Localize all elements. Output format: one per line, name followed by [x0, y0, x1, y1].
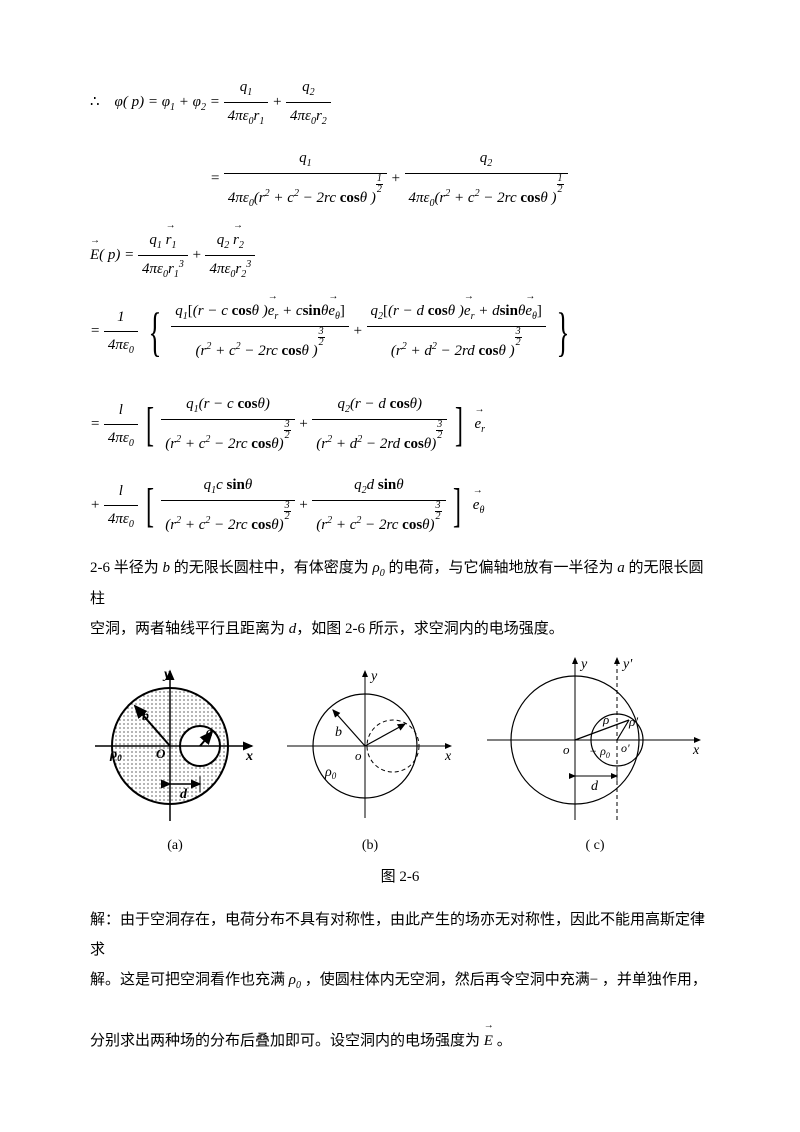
figure-c: y y' x o o' ρ ρ' − ρ0 d ( c)	[480, 654, 710, 858]
figure-b: y x b o ρ0 (b)	[280, 664, 460, 858]
svg-text:ρ0: ρ0	[324, 765, 337, 781]
eq-E-line1: E( p) = q1 r1 4πε0r13 + q2 r2 4πε0r23	[90, 227, 710, 284]
svg-text:y: y	[579, 657, 588, 672]
frac-term1: q1[(r − c cosθ )er + csinθeθ] (r2 + c2 −…	[171, 298, 349, 365]
figure-c-svg: y y' x o o' ρ ρ' − ρ0 d	[480, 654, 710, 829]
svg-text:x: x	[444, 749, 452, 764]
svg-text:a: a	[206, 724, 213, 739]
figure-b-svg: y x b o ρ0	[280, 664, 460, 829]
frac-line2-2: q2 4πε0(r2 + c2 − 2rc cosθ )12	[405, 145, 568, 213]
eq-phi-line1: ∴ φ( p) = φ1 + φ2 = q1 4πε0r1 + q2 4πε0r…	[90, 74, 710, 131]
svg-text:O: O	[156, 746, 166, 761]
frac-line2-1: q1 4πε0(r2 + c2 − 2rc cosθ )12	[224, 145, 387, 213]
svg-text:o: o	[563, 742, 570, 757]
figure-caption: 图 2-6	[90, 864, 710, 891]
svg-text:o: o	[355, 748, 362, 763]
solution-text: 解：由于空洞存在，电荷分布不具有对称性，由此产生的场亦无对称性，因此不能用高斯定…	[90, 905, 710, 1056]
frac-term2: q2[(r − d cosθ )er + dsinθeθ] (r2 + d2 −…	[367, 298, 546, 365]
svg-text:b: b	[335, 725, 342, 740]
figure-a-caption: (a)	[90, 833, 260, 858]
frac-q2-r2: q2 4πε0r2	[286, 74, 331, 131]
svg-text:b: b	[142, 709, 149, 724]
svg-text:y: y	[369, 669, 378, 684]
eq-E-line3: = l 4πε0 [ q1(r − c cosθ) (r2 + c2 − 2rc…	[90, 391, 710, 458]
brace-left: {	[148, 305, 161, 359]
svg-text:ρ': ρ'	[628, 714, 638, 729]
frac-q1r1-cubed: q1 r1 4πε0r13	[138, 227, 188, 284]
frac-eth-1: q1c sinθ (r2 + c2 − 2rc cosθ)32	[161, 472, 294, 539]
E-vec: E	[90, 242, 99, 269]
frac-q1-r1: q1 4πε0r1	[224, 74, 269, 131]
figure-c-caption: ( c)	[480, 833, 710, 858]
frac-er-1: q1(r − c cosθ) (r2 + c2 − 2rc cosθ)32	[161, 391, 294, 458]
svg-text:− ρ0: − ρ0	[589, 744, 610, 760]
problem-2-6: 2-6 半径为 b 的无限长圆柱中，有体密度为 ρ0 的电荷，与它偏轴地放有一半…	[90, 553, 710, 644]
brace-right: }	[556, 305, 569, 359]
eq-phi-line2: = q1 4πε0(r2 + c2 − 2rc cosθ )12 + q2 4π…	[90, 145, 710, 213]
phi-p: φ( p) = φ1 + φ2 =	[115, 94, 224, 110]
frac-1-4pe: 1 4πε0	[104, 304, 138, 360]
svg-text:y': y'	[621, 657, 633, 672]
problem-label: 2-6	[90, 560, 110, 576]
solution-line1: 解：由于空洞存在，电荷分布不具有对称性，由此产生的场亦无对称性，因此不能用高斯定…	[90, 912, 705, 958]
frac-er-2: q2(r − d cosθ) (r2 + d2 − 2rd cosθ)32	[312, 391, 447, 458]
svg-text:ρ: ρ	[602, 712, 609, 727]
figure-b-caption: (b)	[280, 833, 460, 858]
figure-row: y x b a d ρ0 O (a) y x b	[90, 654, 710, 858]
figure-a-svg: y x b a d ρ0 O	[90, 664, 260, 829]
svg-text:d: d	[180, 787, 188, 802]
svg-text:x: x	[245, 749, 253, 764]
svg-text:d: d	[591, 779, 599, 794]
eq-E-line2: = 1 4πε0 { q1[(r − c cosθ )er + csinθeθ]…	[90, 298, 710, 365]
eq-E-line4: + l 4πε0 [ q1c sinθ (r2 + c2 − 2rc cosθ)…	[90, 472, 710, 539]
frac-eth-2: q2d sinθ (r2 + c2 − 2rc cosθ)32	[312, 472, 445, 539]
frac-q2r2-cubed: q2 r2 4πε0r23	[205, 227, 255, 284]
svg-text:y: y	[162, 667, 171, 682]
svg-text:x: x	[692, 743, 700, 758]
therefore-symbol: ∴	[90, 94, 100, 110]
svg-text:o': o'	[621, 741, 630, 755]
figure-a: y x b a d ρ0 O (a)	[90, 664, 260, 858]
